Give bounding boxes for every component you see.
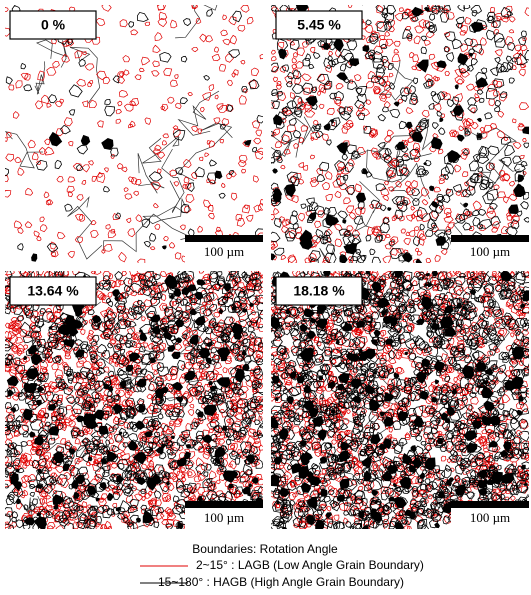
panel-label: 0 % bbox=[41, 17, 66, 33]
scale-bar bbox=[185, 501, 263, 508]
legend-title: Boundaries: Rotation Angle bbox=[192, 542, 338, 556]
scale-bar bbox=[451, 235, 529, 242]
legend: Boundaries: Rotation Angle 2~15° : LAGB … bbox=[140, 542, 424, 589]
panel-label: 5.45 % bbox=[297, 17, 341, 33]
scale-label: 100 µm bbox=[204, 244, 244, 259]
scale-label: 100 µm bbox=[204, 510, 244, 525]
ebsd-map: 0 % 100 µm bbox=[2, 0, 266, 266]
legend-item: 15~180° : HAGB (High Angle Grain Boundar… bbox=[158, 575, 404, 589]
map-background bbox=[5, 5, 263, 263]
ebsd-map: 13.64 % 100 µm bbox=[0, 267, 268, 549]
panel-label: 18.18 % bbox=[293, 283, 345, 299]
scale-label: 100 µm bbox=[470, 510, 510, 525]
scale-label: 100 µm bbox=[470, 244, 510, 259]
panel-label: 13.64 % bbox=[27, 283, 79, 299]
ebsd-map: 5.45 % 100 µm bbox=[261, 0, 531, 302]
legend-item: 2~15° : LAGB (Low Angle Grain Boundary) bbox=[196, 558, 424, 572]
figure: 0 %100 µm5.45 %100 µm13.64 %100 µm18.18 … bbox=[0, 0, 531, 595]
ebsd-map: 18.18 % 100 µm bbox=[266, 266, 531, 534]
scale-bar bbox=[451, 501, 529, 508]
scale-bar bbox=[185, 235, 263, 242]
